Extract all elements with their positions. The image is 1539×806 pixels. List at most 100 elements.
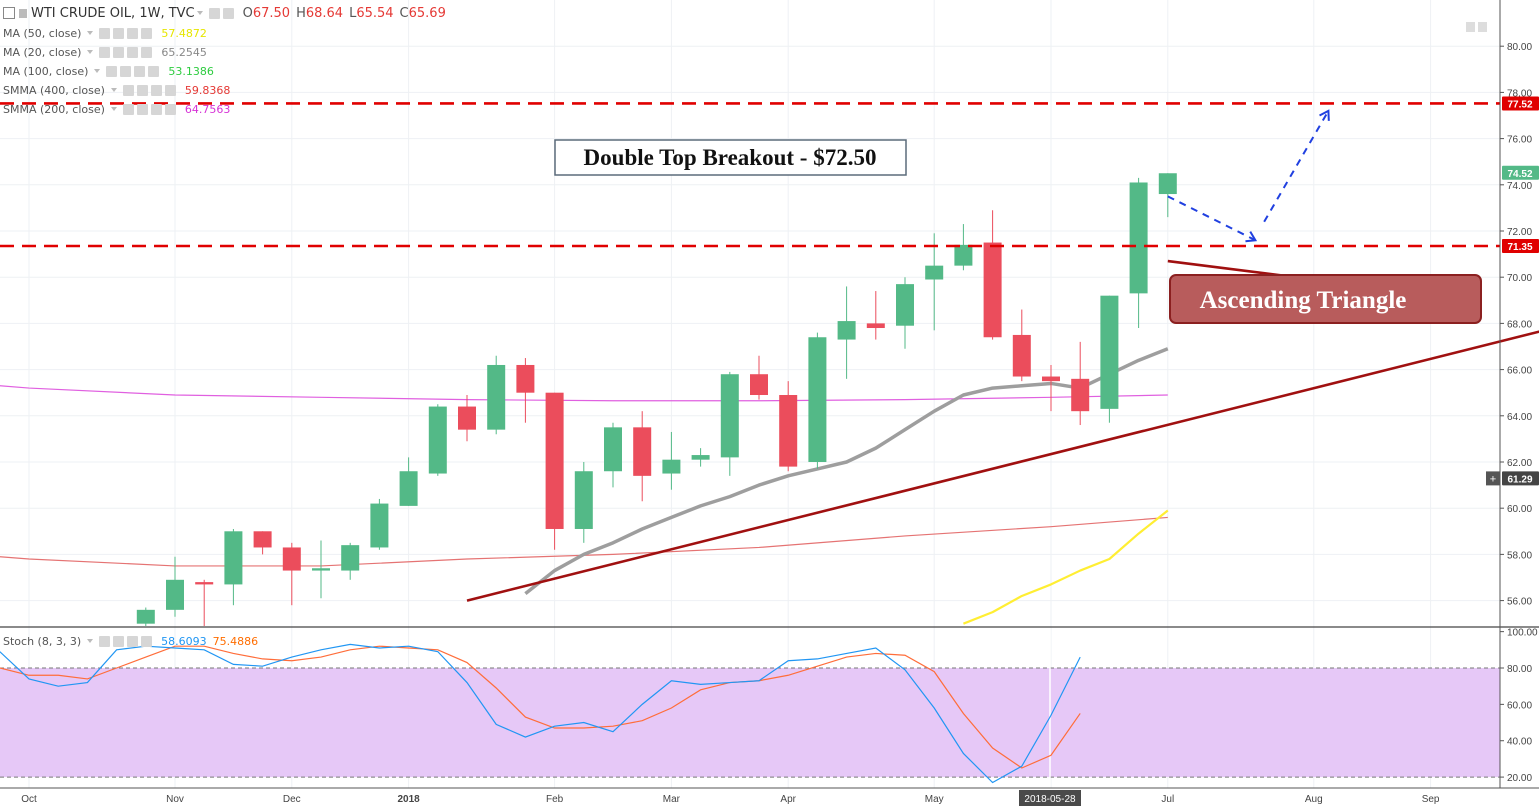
ohlc-close-key: C	[399, 5, 409, 21]
eye-icon[interactable]	[106, 65, 118, 77]
price-tick-label: 78.00	[1507, 88, 1532, 99]
candle-body	[341, 545, 360, 571]
time-tick-label: Jul	[1161, 794, 1174, 805]
indicator-legend-row[interactable]: MA (50, close) 57.4872	[3, 25, 207, 41]
gear-icon[interactable]	[113, 46, 125, 58]
gear-icon[interactable]	[136, 103, 148, 115]
price-badge	[1502, 96, 1539, 111]
chevron-down-icon[interactable]	[87, 639, 94, 643]
chevron-down-icon[interactable]	[87, 31, 94, 35]
price-axis: 56.00 58.00 60.00 62.00 64.00 66.00 68.00 70.00…	[1466, 0, 1539, 788]
eye-icon[interactable]	[122, 103, 134, 115]
eye-icon[interactable]	[99, 46, 111, 58]
price-tick-label: 68.00	[1507, 319, 1532, 330]
double-top-annotation[interactable]: Double Top Breakout - $72.50	[554, 139, 907, 176]
chevron-down-icon[interactable]	[196, 11, 203, 15]
candle-body	[399, 471, 418, 506]
stoch-tick-label: 80.00	[1507, 664, 1532, 675]
candle-body	[691, 455, 710, 460]
eye-icon[interactable]	[99, 27, 111, 39]
indicator-value: 65.2545	[161, 45, 207, 59]
eye-icon[interactable]	[99, 635, 111, 647]
candle-body	[1071, 378, 1090, 412]
stoch-legend[interactable]: Stoch (8, 3, 3) 58.6093 75.4886	[3, 633, 258, 649]
ohlc-open-key: O	[242, 5, 253, 21]
close-icon[interactable]	[141, 635, 153, 647]
ohlc-low: 65.54	[356, 5, 394, 21]
close-icon[interactable]	[164, 84, 176, 96]
more-icon[interactable]	[150, 103, 162, 115]
price-tick-label: 72.00	[1507, 227, 1532, 238]
indicator-legend-row[interactable]: SMMA (400, close) 59.8368	[3, 82, 230, 98]
more-icon[interactable]	[127, 635, 139, 647]
candle-body	[808, 337, 827, 462]
candle-body	[166, 579, 184, 610]
chevron-down-icon[interactable]	[94, 69, 101, 73]
time-tick-label: Aug	[1305, 794, 1323, 805]
stoch-pane	[0, 628, 1500, 788]
gear-icon[interactable]	[113, 635, 125, 647]
gear-icon[interactable]	[136, 84, 148, 96]
chevron-down-icon[interactable]	[110, 88, 117, 92]
stoch-tick-label: 60.00	[1507, 700, 1532, 711]
ma20-line	[524, 347, 1169, 596]
stoch-band	[0, 668, 1500, 778]
more-icon[interactable]	[150, 84, 162, 96]
crosshair-plus-button	[1486, 471, 1500, 486]
close-icon[interactable]	[141, 27, 153, 39]
candle-body	[545, 392, 564, 529]
price-tick-label: 74.00	[1507, 181, 1532, 192]
candle-body	[253, 531, 272, 548]
indicator-legend-row[interactable]: SMMA (200, close) 64.7563	[3, 101, 230, 117]
indicator-value: 64.7563	[184, 102, 231, 116]
symbol-row: WTI CRUDE OIL, 1W, TVC O 67.50 H 68.64 L 65…	[3, 5, 446, 21]
ascending-triangle-annotation[interactable]: Ascending Triangle	[1169, 274, 1482, 324]
indicator-legend-row[interactable]: MA (20, close) 65.2545	[3, 44, 207, 60]
gear-icon[interactable]	[120, 65, 132, 77]
eye-icon[interactable]	[122, 84, 134, 96]
candle-body	[428, 406, 447, 474]
indicator-name: MA (100, close)	[3, 64, 89, 78]
time-tick-label: Mar	[663, 794, 681, 805]
gear-icon[interactable]	[113, 27, 125, 39]
candle-body	[136, 609, 155, 624]
indicator-name: MA (20, close)	[3, 45, 82, 59]
candle-body	[750, 374, 768, 396]
eye-icon[interactable]	[208, 7, 220, 19]
double-top-label: Double Top Breakout - $72.50	[584, 145, 877, 170]
price-badge	[1502, 239, 1539, 254]
more-icon[interactable]	[127, 46, 139, 58]
price-tick-label: 64.00	[1507, 412, 1532, 423]
close-icon[interactable]	[141, 46, 153, 58]
projection-arrow	[1263, 110, 1330, 223]
candle-body	[925, 265, 944, 280]
close-icon[interactable]	[148, 65, 160, 77]
close-icon[interactable]	[164, 103, 176, 115]
chevron-down-icon[interactable]	[110, 107, 117, 111]
candle-body	[1012, 334, 1031, 377]
scroll-left-icon	[1466, 22, 1475, 32]
crosshair-date-badge	[1019, 790, 1081, 806]
price-tick-label: 60.00	[1507, 504, 1532, 515]
candlesticks	[136, 173, 1177, 626]
more-icon[interactable]	[127, 27, 139, 39]
indicator-name: SMMA (200, close)	[3, 102, 105, 116]
candle-body	[516, 364, 535, 393]
price-tick-label: 76.00	[1507, 135, 1532, 146]
more-icon[interactable]	[134, 65, 146, 77]
price-badge-label: 61.29	[1507, 474, 1532, 485]
ohlc-low-key: L	[349, 5, 357, 21]
candle-body	[633, 427, 652, 476]
time-tick-label: Sep	[1422, 794, 1440, 805]
indicator-legend-row[interactable]: MA (100, close) 53.1386	[3, 63, 214, 79]
chevron-down-icon[interactable]	[87, 50, 94, 54]
candle-body	[487, 364, 506, 430]
collapse-icon[interactable]	[3, 7, 15, 19]
ohlc-high-key: H	[296, 5, 306, 21]
candle-body	[224, 531, 243, 585]
ohlc-close: 65.69	[408, 5, 446, 21]
crosshair-date-label: 2018-05-28	[1024, 794, 1076, 805]
gear-icon[interactable]	[222, 7, 234, 19]
scroll-right-icon	[1478, 22, 1487, 32]
